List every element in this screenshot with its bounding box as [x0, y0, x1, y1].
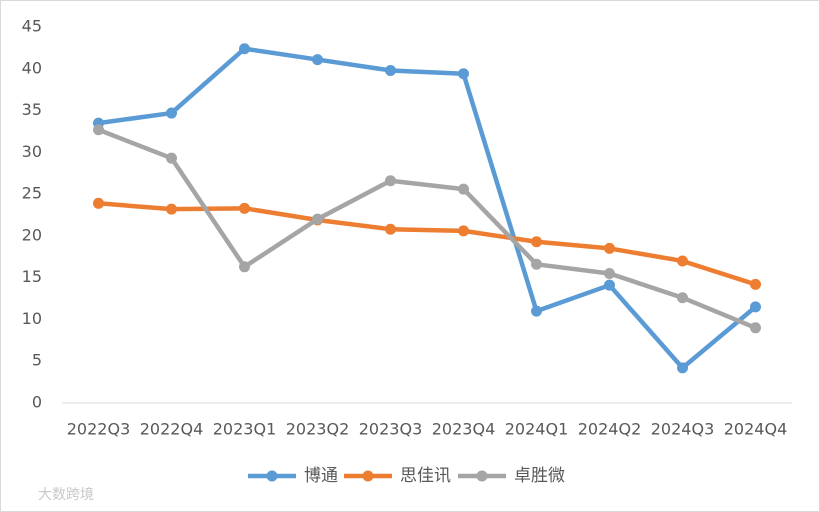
point	[531, 236, 542, 248]
point	[385, 223, 396, 235]
point	[458, 68, 469, 80]
point	[750, 322, 761, 334]
point	[385, 175, 396, 187]
y-tick-label: 5	[32, 351, 42, 370]
y-tick-label: 15	[22, 267, 42, 286]
point	[677, 292, 688, 304]
point	[531, 258, 542, 270]
y-tick-label: 25	[22, 184, 42, 203]
series-line	[98, 46, 757, 371]
legend: 博通 思佳讯 卓胜微	[248, 466, 565, 486]
y-tick-label: 0	[32, 393, 42, 412]
legend-swatch	[476, 470, 488, 482]
point	[239, 261, 250, 273]
x-tick-label: 2024Q2	[578, 420, 642, 439]
point	[750, 301, 761, 313]
x-tick-label: 2024Q3	[651, 420, 715, 439]
point	[677, 362, 688, 374]
point	[604, 242, 615, 254]
x-tick-label: 2023Q3	[359, 420, 423, 439]
point	[385, 64, 396, 76]
point	[677, 255, 688, 267]
y-tick-label: 30	[22, 142, 42, 161]
x-tick-label: 2024Q1	[505, 420, 569, 439]
point	[458, 225, 469, 237]
point	[604, 279, 615, 291]
x-tick-label: 2022Q4	[140, 420, 204, 439]
point	[166, 203, 177, 215]
legend-swatch	[362, 470, 374, 482]
point	[239, 43, 250, 55]
point	[312, 213, 323, 225]
y-tick-label: 10	[22, 309, 42, 328]
legend-label: 卓胜微	[514, 466, 565, 486]
legend-label: 博通	[304, 466, 338, 486]
point	[93, 197, 104, 209]
point	[93, 124, 104, 136]
point	[166, 152, 177, 164]
x-tick-label: 2024Q4	[724, 420, 788, 439]
point	[458, 183, 469, 195]
point	[604, 267, 615, 279]
point	[312, 54, 323, 66]
point	[239, 202, 250, 214]
x-tick-label: 2023Q4	[432, 420, 496, 439]
legend-label: 思佳讯	[400, 466, 451, 486]
point	[750, 278, 761, 290]
point	[166, 107, 177, 119]
y-tick-label: 20	[22, 225, 42, 244]
watermark: 大数跨境	[38, 487, 94, 503]
x-tick-label: 2023Q1	[213, 420, 277, 439]
y-tick-label: 40	[22, 58, 42, 77]
legend-swatch	[266, 470, 278, 482]
x-tick-label: 2023Q2	[286, 420, 350, 439]
y-tick-label: 35	[22, 100, 42, 119]
point	[531, 305, 542, 317]
series-line	[97, 127, 757, 330]
x-tick-label: 2022Q3	[67, 420, 131, 439]
y-tick-label: 45	[22, 17, 42, 36]
